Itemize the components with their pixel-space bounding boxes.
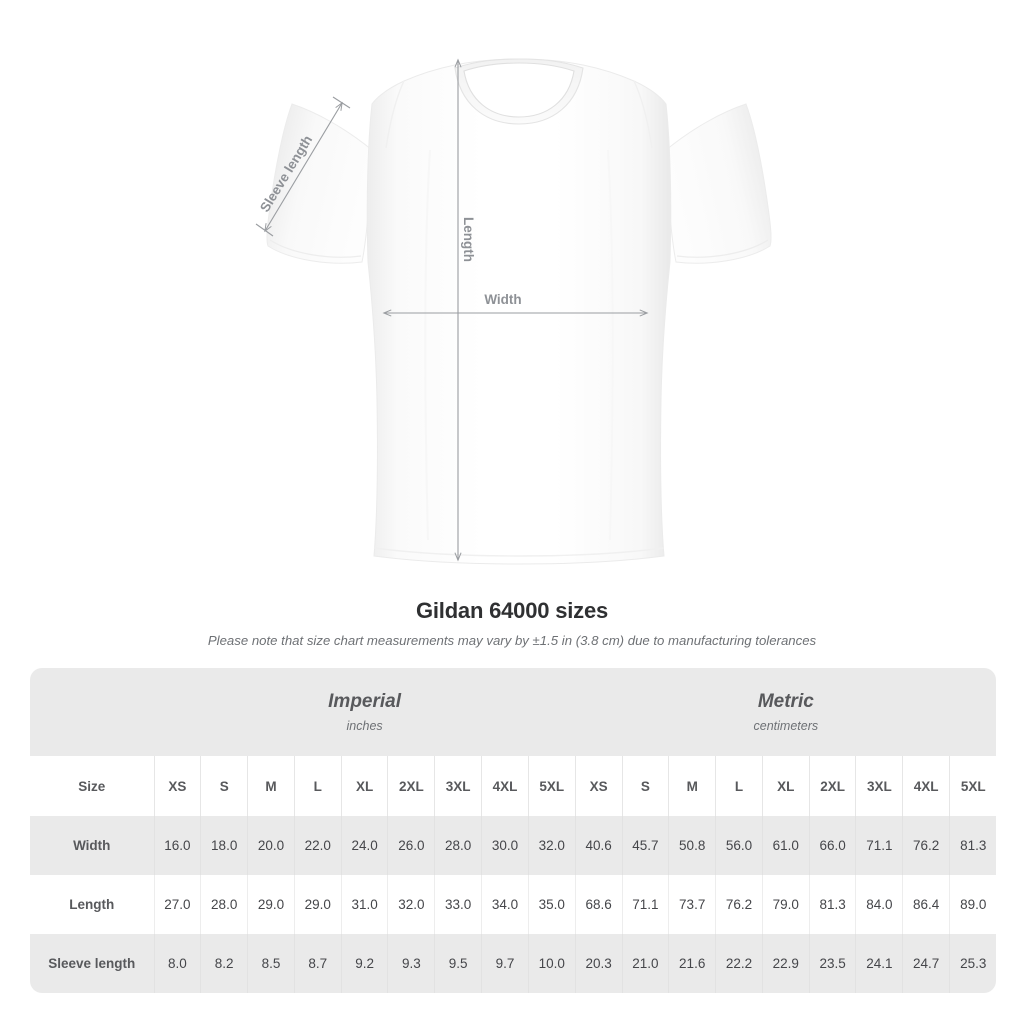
unit-group-imperial-name: Imperial <box>328 690 402 712</box>
cell-width-metric-4xl: 76.2 <box>902 816 950 875</box>
cell-sleeve-imperial-4xl: 9.7 <box>481 934 529 993</box>
chart-header: Gildan 64000 sizes Please note that size… <box>0 598 1024 650</box>
cell-length-imperial-3xl: 33.0 <box>434 875 482 934</box>
cell-sleeve-metric-3xl: 24.1 <box>855 934 903 993</box>
size-header-metric-xl: XL <box>761 756 810 816</box>
cell-width-metric-3xl: 71.1 <box>855 816 903 875</box>
cell-length-metric-3xl: 84.0 <box>855 875 903 934</box>
length-label: Length <box>461 217 476 262</box>
cell-sleeve-imperial-2xl: 9.3 <box>387 934 435 993</box>
cell-width-imperial-3xl: 28.0 <box>434 816 482 875</box>
cell-sleeve-metric-l: 22.2 <box>715 934 763 993</box>
cell-length-imperial-l: 29.0 <box>293 875 342 934</box>
cell-width-metric-l: 56.0 <box>715 816 763 875</box>
width-label: Width <box>484 292 521 307</box>
cell-sleeve-metric-xs: 20.3 <box>574 934 622 993</box>
tolerance-note: Please note that size chart measurements… <box>207 633 817 648</box>
size-header-metric-4xl: 4XL <box>902 756 950 816</box>
size-chart-table-container: Imperial inches Metric centimeters Size … <box>30 668 996 993</box>
cell-sleeve-metric-5xl: 25.3 <box>949 934 996 993</box>
cell-width-metric-2xl: 66.0 <box>808 816 856 875</box>
cell-width-imperial-m: 20.0 <box>247 816 295 875</box>
cell-sleeve-imperial-l: 8.7 <box>293 934 342 993</box>
sleeve-length-measure-arrow <box>255 96 351 237</box>
size-header-imperial-s: S <box>200 756 248 816</box>
tshirt-measurement-diagram: Length Width Sleeve length <box>255 58 772 565</box>
cell-sleeve-imperial-s: 8.2 <box>200 934 248 993</box>
size-header-imperial-xl: XL <box>340 756 388 816</box>
row-label-width: Width <box>30 816 154 875</box>
size-header-imperial-l: L <box>293 756 342 816</box>
cell-sleeve-metric-s: 21.0 <box>621 934 669 993</box>
table-row: Width 16.0 18.0 20.0 22.0 24.0 26.0 28.0… <box>30 816 996 875</box>
cell-length-metric-2xl: 81.3 <box>808 875 856 934</box>
cell-sleeve-metric-4xl: 24.7 <box>902 934 950 993</box>
size-header-row: Size XS S M L XL 2XL 3XL 4XL 5XL XS S M … <box>30 756 996 816</box>
cell-sleeve-imperial-xl: 9.2 <box>340 934 388 993</box>
page-title: Gildan 64000 sizes <box>415 598 609 623</box>
size-header-imperial-xs: XS <box>153 756 201 816</box>
size-header-metric-s: S <box>621 756 669 816</box>
size-header-imperial-5xl: 5XL <box>527 756 576 816</box>
table-row: Length 27.0 28.0 29.0 29.0 31.0 32.0 33.… <box>30 875 996 934</box>
cell-length-metric-l: 76.2 <box>715 875 763 934</box>
size-header-metric-l: L <box>715 756 763 816</box>
cell-length-imperial-2xl: 32.0 <box>387 875 435 934</box>
size-header-imperial-m: M <box>247 756 295 816</box>
cell-width-imperial-xs: 16.0 <box>153 816 201 875</box>
cell-width-metric-xs: 40.6 <box>574 816 622 875</box>
cell-length-metric-xs: 68.6 <box>574 875 622 934</box>
unit-group-imperial-sub: inches <box>346 718 383 733</box>
unit-group-metric-name: Metric <box>757 690 814 712</box>
cell-length-imperial-s: 28.0 <box>200 875 248 934</box>
cell-width-imperial-xl: 24.0 <box>340 816 388 875</box>
cell-sleeve-imperial-m: 8.5 <box>247 934 295 993</box>
cell-width-metric-m: 50.8 <box>668 816 716 875</box>
cell-length-imperial-xs: 27.0 <box>153 875 201 934</box>
cell-width-metric-s: 45.7 <box>621 816 669 875</box>
size-header-imperial-2xl: 2XL <box>387 756 435 816</box>
cell-width-imperial-4xl: 30.0 <box>481 816 529 875</box>
cell-length-metric-4xl: 86.4 <box>902 875 950 934</box>
unit-group-metric: Metric centimeters <box>575 668 996 756</box>
cell-width-imperial-s: 18.0 <box>200 816 248 875</box>
cell-sleeve-metric-xl: 22.9 <box>761 934 810 993</box>
cell-length-metric-xl: 79.0 <box>761 875 810 934</box>
cell-length-metric-m: 73.7 <box>668 875 716 934</box>
tshirt-silhouette <box>266 58 772 565</box>
row-label-length: Length <box>30 875 154 934</box>
size-header-metric-m: M <box>668 756 716 816</box>
cell-sleeve-metric-2xl: 23.5 <box>808 934 856 993</box>
cell-length-metric-s: 71.1 <box>621 875 669 934</box>
cell-length-imperial-m: 29.0 <box>247 875 295 934</box>
size-header-metric-2xl: 2XL <box>808 756 856 816</box>
size-header-metric-3xl: 3XL <box>855 756 903 816</box>
unit-group-row: Imperial inches Metric centimeters <box>30 668 996 756</box>
cell-width-imperial-5xl: 32.0 <box>527 816 576 875</box>
unit-group-imperial: Imperial inches <box>154 668 576 756</box>
size-header-label: Size <box>30 756 154 816</box>
size-header-metric-xs: XS <box>574 756 622 816</box>
cell-width-metric-xl: 61.0 <box>761 816 810 875</box>
cell-sleeve-imperial-xs: 8.0 <box>153 934 201 993</box>
cell-length-imperial-4xl: 34.0 <box>481 875 529 934</box>
row-label-sleeve-length: Sleeve length <box>30 934 154 993</box>
size-header-imperial-3xl: 3XL <box>434 756 482 816</box>
size-header-metric-5xl: 5XL <box>949 756 996 816</box>
size-chart-table: Imperial inches Metric centimeters Size … <box>30 668 996 993</box>
size-header-imperial-4xl: 4XL <box>481 756 529 816</box>
cell-sleeve-imperial-5xl: 10.0 <box>527 934 576 993</box>
unit-group-metric-sub: centimeters <box>753 718 819 733</box>
cell-width-imperial-2xl: 26.0 <box>387 816 435 875</box>
cell-length-imperial-xl: 31.0 <box>340 875 388 934</box>
table-row: Sleeve length 8.0 8.2 8.5 8.7 9.2 9.3 9.… <box>30 934 996 993</box>
cell-sleeve-metric-m: 21.6 <box>668 934 716 993</box>
cell-length-metric-5xl: 89.0 <box>949 875 996 934</box>
cell-length-imperial-5xl: 35.0 <box>527 875 576 934</box>
unit-group-spacer <box>30 668 154 756</box>
cell-width-metric-5xl: 81.3 <box>949 816 996 875</box>
cell-sleeve-imperial-3xl: 9.5 <box>434 934 482 993</box>
cell-width-imperial-l: 22.0 <box>293 816 342 875</box>
